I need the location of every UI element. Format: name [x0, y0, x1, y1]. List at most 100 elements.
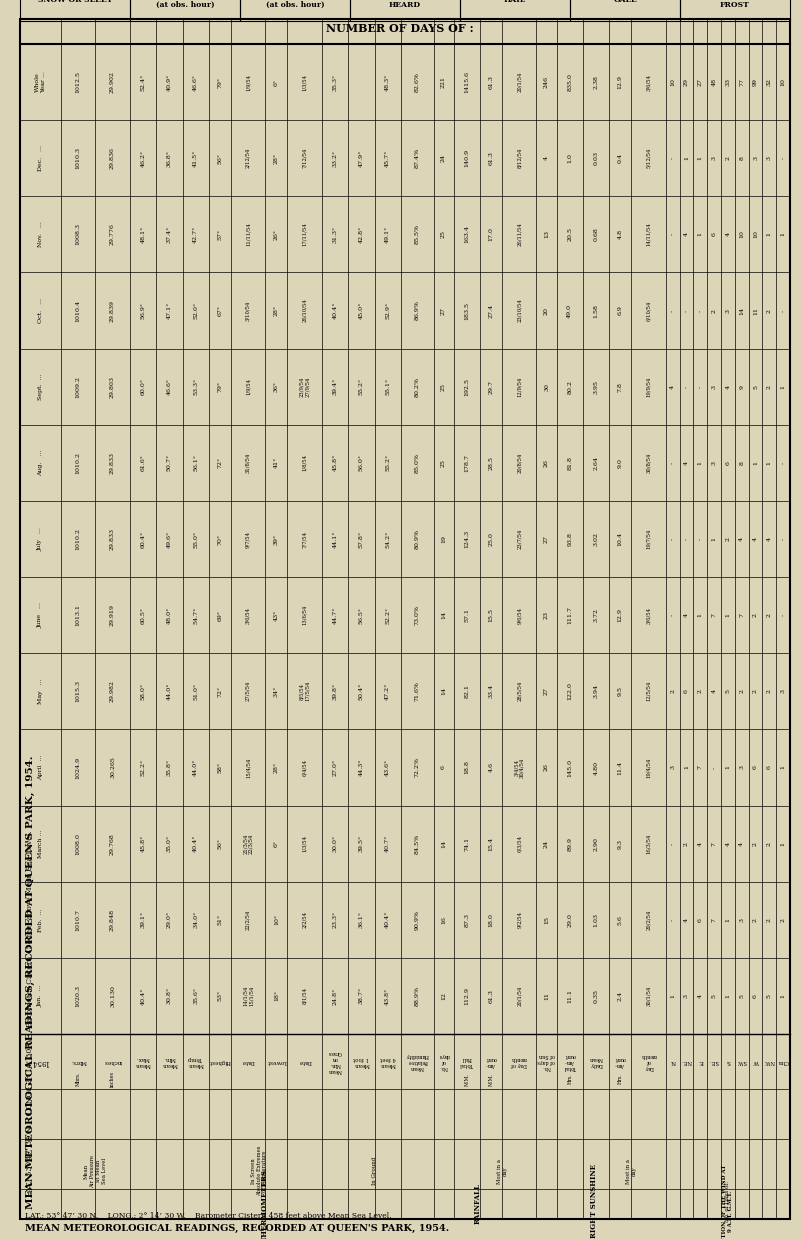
- Text: 56.5°: 56.5°: [359, 607, 364, 623]
- Text: 29.776: 29.776: [110, 223, 115, 245]
- Text: Mbrs.: Mbrs.: [70, 1059, 87, 1064]
- Text: 44.0°: 44.0°: [193, 758, 198, 776]
- Text: 23/9/54
27/9/54: 23/9/54 27/9/54: [300, 377, 310, 396]
- Text: 20/1/54: 20/1/54: [517, 72, 521, 92]
- Text: 61.3: 61.3: [489, 989, 493, 1002]
- Text: 11: 11: [544, 992, 549, 1000]
- Text: 27.0°: 27.0°: [332, 760, 337, 776]
- Text: 30.265: 30.265: [110, 757, 115, 778]
- Text: 46.6°: 46.6°: [167, 378, 172, 395]
- Text: 26°: 26°: [274, 229, 279, 240]
- Text: 73.0%: 73.0%: [415, 605, 420, 626]
- Text: 5: 5: [767, 994, 772, 997]
- Text: 5: 5: [726, 689, 731, 694]
- Text: 4: 4: [684, 233, 689, 237]
- Text: No.
of days
of Sun: No. of days of Sun: [537, 1053, 555, 1069]
- Text: 39°: 39°: [274, 534, 279, 545]
- Text: 43.8°: 43.8°: [385, 987, 390, 1005]
- Text: 30.8°: 30.8°: [167, 987, 172, 1005]
- Text: 29.833: 29.833: [110, 528, 115, 550]
- Text: 19/7/54: 19/7/54: [646, 529, 651, 549]
- Text: 26: 26: [544, 458, 549, 467]
- Text: 4.6: 4.6: [489, 762, 493, 772]
- Text: 9.0: 9.0: [618, 458, 622, 468]
- Text: 4: 4: [739, 536, 744, 541]
- Text: 29.803: 29.803: [110, 375, 115, 398]
- Text: In Ground: In Ground: [372, 1157, 377, 1186]
- Text: 1/3/54: 1/3/54: [302, 73, 307, 90]
- Text: 9/2/54: 9/2/54: [517, 911, 521, 928]
- Text: 7.8: 7.8: [618, 382, 622, 392]
- Text: 58°: 58°: [217, 762, 223, 773]
- Text: 49.0: 49.0: [567, 304, 572, 317]
- Text: 39.4°: 39.4°: [332, 378, 337, 395]
- Text: 7/7/54: 7/7/54: [302, 530, 307, 548]
- Text: 3.72: 3.72: [594, 608, 598, 622]
- Text: 1009.2: 1009.2: [75, 375, 81, 398]
- Text: 11.4: 11.4: [618, 761, 622, 774]
- Text: S.: S.: [725, 1059, 731, 1064]
- Text: 178.7: 178.7: [465, 453, 469, 472]
- Text: 40.4°: 40.4°: [140, 987, 146, 1005]
- Text: 40.4°: 40.4°: [385, 911, 390, 928]
- Text: 4: 4: [767, 536, 772, 541]
- Text: MEAN METEOROLOGICAL READINGS, RECORDED AT QUEEN'S PARK, 1954.: MEAN METEOROLOGICAL READINGS, RECORDED A…: [25, 1224, 449, 1233]
- Text: 80.2: 80.2: [567, 379, 572, 394]
- Text: Date: Date: [241, 1059, 255, 1064]
- Text: 26/11/54: 26/11/54: [517, 223, 521, 247]
- Text: In Screen
Absolute Extremes
of Temperature: In Screen Absolute Extremes of Temperatu…: [251, 1146, 268, 1196]
- Text: 35.3°: 35.3°: [332, 73, 337, 90]
- Text: 52.4°: 52.4°: [140, 73, 146, 90]
- Text: 8/1/54: 8/1/54: [302, 987, 307, 1005]
- Text: 1: 1: [684, 156, 689, 160]
- Text: 1: 1: [726, 994, 731, 997]
- Text: 29.833: 29.833: [110, 452, 115, 473]
- Text: 1: 1: [781, 994, 786, 997]
- Text: 0.68: 0.68: [594, 228, 598, 242]
- Text: 15/4/54: 15/4/54: [246, 757, 251, 778]
- Text: 19: 19: [441, 535, 446, 543]
- Text: 1024.9: 1024.9: [75, 756, 81, 778]
- Text: 2: 2: [753, 841, 758, 845]
- Text: 82.6%: 82.6%: [415, 72, 420, 92]
- Text: 3.02: 3.02: [594, 532, 598, 546]
- Text: 6: 6: [767, 766, 772, 769]
- Text: 72°: 72°: [217, 457, 223, 468]
- Text: Total
Am-
ount: Total Am- ount: [564, 1053, 576, 1069]
- Text: 3.95: 3.95: [594, 379, 598, 394]
- Text: 12.9: 12.9: [618, 76, 622, 89]
- Text: 124.3: 124.3: [465, 530, 469, 548]
- Text: 7: 7: [711, 918, 717, 922]
- Text: 1.58: 1.58: [594, 304, 598, 317]
- Text: 53°: 53°: [217, 990, 223, 1001]
- Text: 39.5°: 39.5°: [359, 835, 364, 852]
- Text: Total
Fall: Total Fall: [460, 1056, 473, 1067]
- Text: 3.94: 3.94: [594, 684, 598, 699]
- Text: 11/11/54: 11/11/54: [246, 223, 251, 247]
- Text: 3: 3: [753, 156, 758, 160]
- Text: 85.0%: 85.0%: [415, 452, 420, 473]
- Text: 79°: 79°: [217, 382, 223, 393]
- Text: 2: 2: [684, 841, 689, 845]
- Text: 1013.1: 1013.1: [75, 605, 81, 626]
- Text: -: -: [670, 157, 675, 160]
- Text: 15.5: 15.5: [489, 608, 493, 622]
- Text: 1: 1: [698, 233, 702, 237]
- Text: 1: 1: [781, 841, 786, 845]
- Text: FOG
(at obs. hour): FOG (at obs. hour): [266, 0, 324, 9]
- Text: 56°: 56°: [217, 838, 223, 849]
- Text: 3: 3: [711, 384, 717, 389]
- Text: 81.8: 81.8: [567, 456, 572, 470]
- Text: 2: 2: [726, 536, 731, 541]
- Bar: [240, 0, 350, 21]
- Text: -: -: [684, 385, 689, 388]
- Text: Mean
Temp: Mean Temp: [187, 1056, 203, 1067]
- Text: M.M.: M.M.: [465, 1073, 469, 1085]
- Text: 29.7: 29.7: [489, 379, 493, 394]
- Text: 2: 2: [753, 918, 758, 922]
- Text: 18.0: 18.0: [489, 913, 493, 927]
- Text: 17/11/54: 17/11/54: [302, 223, 307, 247]
- Text: 35.6°: 35.6°: [193, 987, 198, 1005]
- Text: 16: 16: [441, 916, 446, 924]
- Text: Aug.   ...: Aug. ...: [38, 450, 43, 476]
